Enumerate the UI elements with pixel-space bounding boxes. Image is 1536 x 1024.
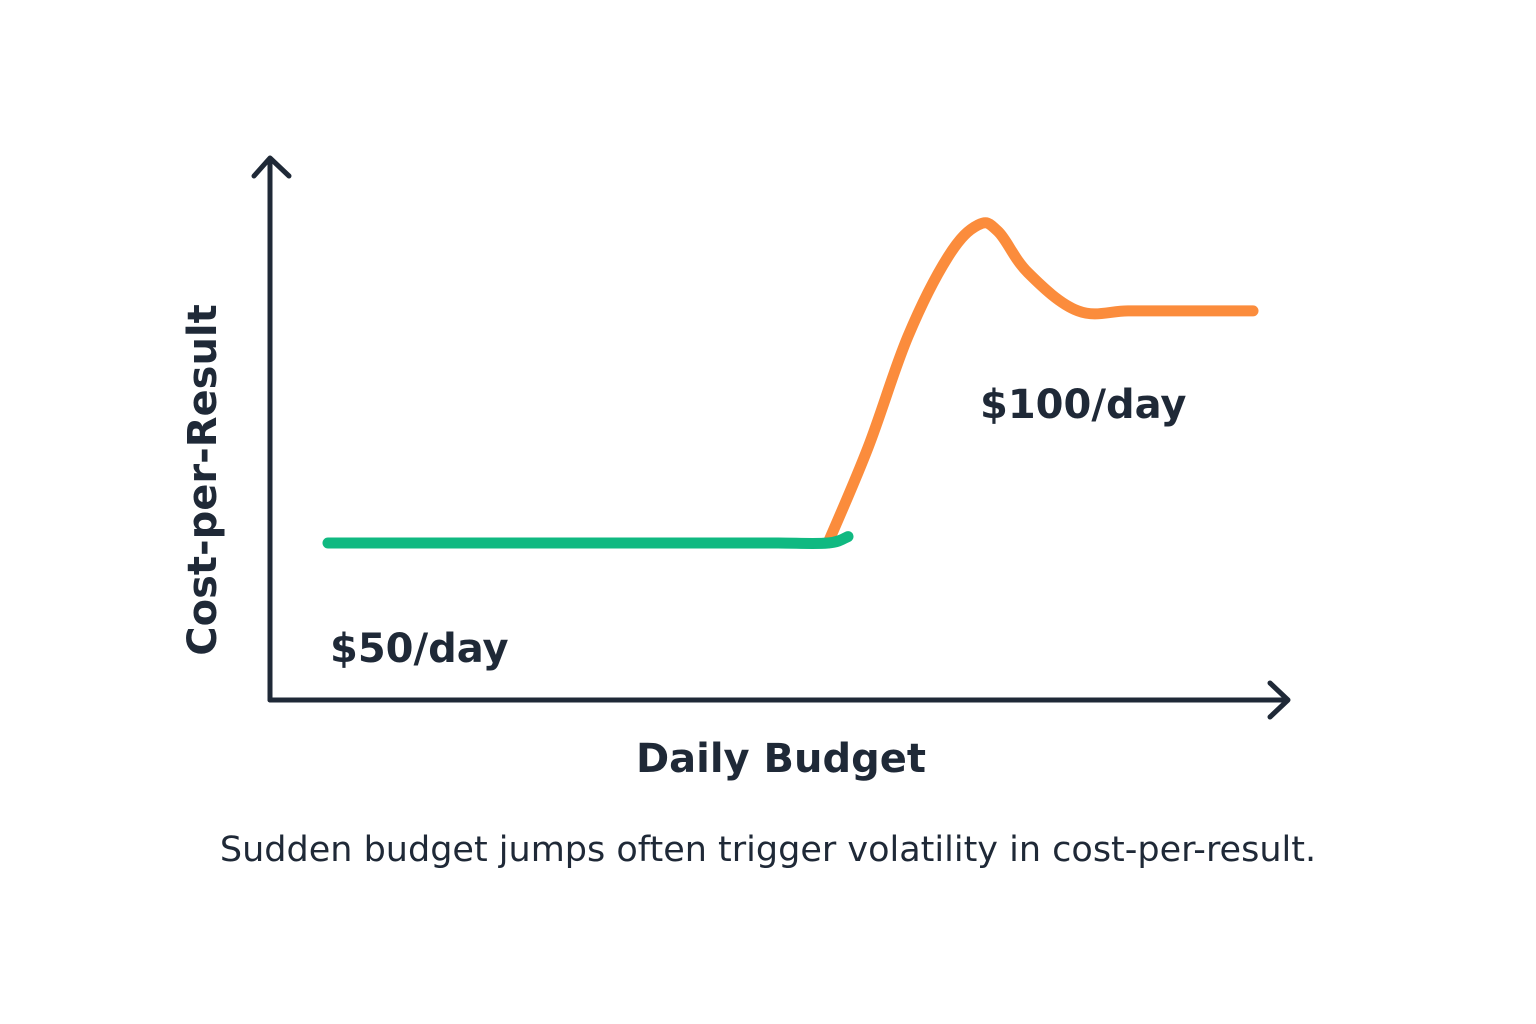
y-axis-label: Cost-per-Result	[180, 304, 226, 656]
x-axis-label: Daily Budget	[636, 736, 926, 782]
axes	[251, 155, 1291, 720]
y-axis-arrowhead	[251, 155, 292, 179]
annotation-100-per-day: $100/day	[980, 382, 1186, 428]
chart-caption: Sudden budget jumps often trigger volati…	[219, 830, 1317, 870]
x-axis-arrowhead	[1267, 680, 1291, 720]
series-layer	[322, 217, 1259, 549]
series-line-0	[322, 531, 854, 549]
series-line-1	[822, 217, 1259, 549]
annotation-50-per-day: $50/day	[330, 626, 509, 672]
